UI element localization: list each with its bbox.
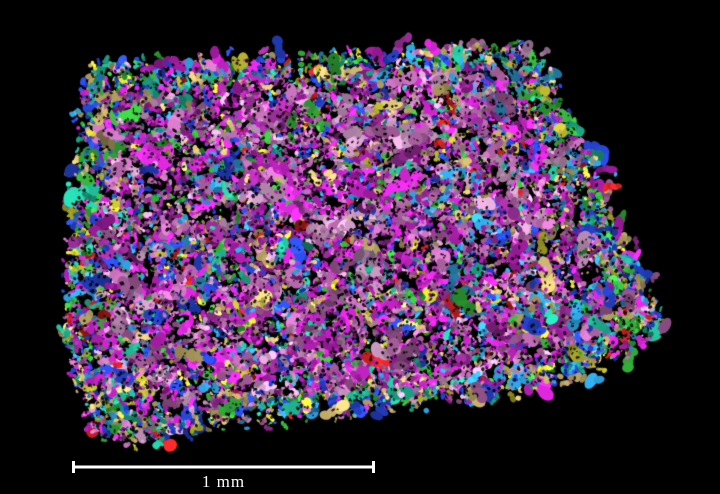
- scale-bar-left-cap: [72, 461, 75, 473]
- scale-bar: [72, 461, 375, 473]
- scale-bar-right-cap: [372, 461, 375, 473]
- scale-bar-line: [72, 465, 375, 469]
- scale-bar-label: 1 mm: [201, 472, 246, 491]
